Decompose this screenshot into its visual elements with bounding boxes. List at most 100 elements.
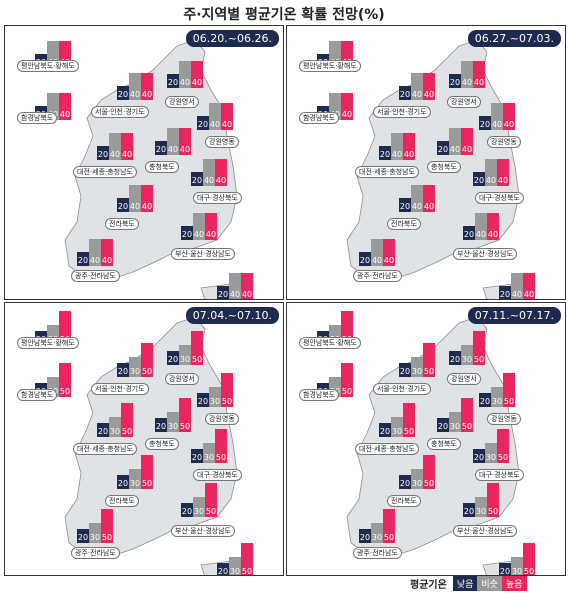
data-label: 20: [191, 453, 203, 462]
bar-high: 50: [221, 373, 233, 407]
data-label: 20: [117, 90, 129, 99]
bar-low: 20: [379, 423, 391, 437]
bar-low: 20: [217, 286, 229, 299]
data-label: 20: [437, 145, 449, 154]
bar-low: 20: [379, 146, 391, 160]
data-label: 30: [179, 355, 191, 364]
data-label: 20: [359, 256, 371, 265]
region-label: 부산·울산·경상남도: [171, 248, 235, 260]
region-label: 부산·울산·경상남도: [453, 525, 517, 537]
bar-high: 50: [487, 483, 499, 517]
data-label: 40: [423, 90, 435, 99]
bar-high: 50: [341, 363, 353, 397]
data-label: 20: [449, 355, 461, 364]
data-label: 40: [383, 256, 395, 265]
data-label: 50: [221, 397, 233, 406]
data-label: 20: [155, 145, 167, 154]
region-label: 부산·울산·경상남도: [453, 248, 517, 260]
forecast-panel-3: 07.04.~07.10.203050평안남북도·황해도203050함경남북도2…: [4, 302, 284, 576]
bar-mid: 40: [475, 213, 487, 240]
bar-mid: 30: [193, 497, 205, 517]
data-label: 40: [449, 145, 461, 154]
bar-low: 20: [359, 529, 371, 543]
bar-mid: 30: [449, 412, 461, 432]
bar-high: 40: [215, 159, 227, 186]
bar-mid: 30: [411, 469, 423, 489]
data-label: 20: [117, 479, 129, 488]
data-label: 20: [499, 290, 511, 299]
data-label: 20: [463, 230, 475, 239]
week-badge: 07.04.~07.10.: [185, 307, 279, 324]
region-label: 서울·인천·경기도: [373, 106, 431, 118]
bar-high: 40: [241, 273, 253, 299]
bar-mid: 40: [193, 213, 205, 240]
data-label: 40: [101, 256, 113, 265]
bar-low: 20: [473, 172, 485, 186]
bar-high: 40: [423, 185, 435, 212]
data-label: 40: [411, 202, 423, 211]
data-label: 40: [141, 202, 153, 211]
data-label: 50: [141, 367, 153, 376]
data-label: 30: [461, 355, 473, 364]
data-label: 50: [215, 453, 227, 462]
data-label: 20: [449, 78, 461, 87]
data-label: 40: [109, 150, 121, 159]
bar-low: 20: [117, 475, 129, 489]
data-label: 50: [497, 453, 509, 462]
data-label: 40: [89, 256, 101, 265]
data-label: 20: [181, 507, 193, 516]
data-label: 20: [97, 427, 109, 436]
region-label: 강원영서: [447, 96, 481, 108]
bar-high: 50: [473, 331, 485, 365]
data-label: 40: [179, 78, 191, 87]
data-label: 50: [141, 479, 153, 488]
data-label: 50: [241, 567, 253, 576]
bar-low: 20: [167, 74, 179, 88]
region-label: 광주·전라남도: [71, 547, 120, 559]
bar-high: 50: [141, 455, 153, 489]
data-label: 30: [167, 422, 179, 431]
bar-low: 20: [437, 418, 449, 432]
bar-mid: 40: [179, 61, 191, 88]
data-label: 20: [399, 90, 411, 99]
data-label: 30: [511, 567, 523, 576]
data-label: 20: [499, 567, 511, 576]
bar-high: 40: [461, 128, 473, 155]
bar-high: 50: [215, 429, 227, 463]
bar-high: 50: [59, 363, 71, 397]
data-label: 40: [141, 90, 153, 99]
data-label: 20: [77, 256, 89, 265]
bar-low: 20: [217, 563, 229, 575]
data-label: 40: [473, 78, 485, 87]
bar-high: 40: [423, 73, 435, 100]
data-label: 20: [479, 397, 491, 406]
bar-mid: 30: [209, 387, 221, 407]
bar-high: 40: [141, 73, 153, 100]
bar-high: 40: [191, 61, 203, 88]
week-badge: 06.27.~07.03.: [467, 30, 561, 47]
legend-mid: 비슷: [477, 575, 502, 591]
region-label: 충청북도: [145, 438, 179, 450]
bar-high: 40: [179, 128, 191, 155]
bar-mid: 40: [411, 185, 423, 212]
bar-low: 20: [191, 172, 203, 186]
region-label: 평안남북도·황해도: [17, 337, 79, 349]
data-label: 20: [437, 422, 449, 431]
data-label: 40: [503, 120, 515, 129]
bar-high: 40: [503, 103, 515, 130]
data-label: 20: [191, 176, 203, 185]
bar-mid: 30: [167, 412, 179, 432]
bar-low: 20: [191, 449, 203, 463]
bar-high: 40: [497, 159, 509, 186]
